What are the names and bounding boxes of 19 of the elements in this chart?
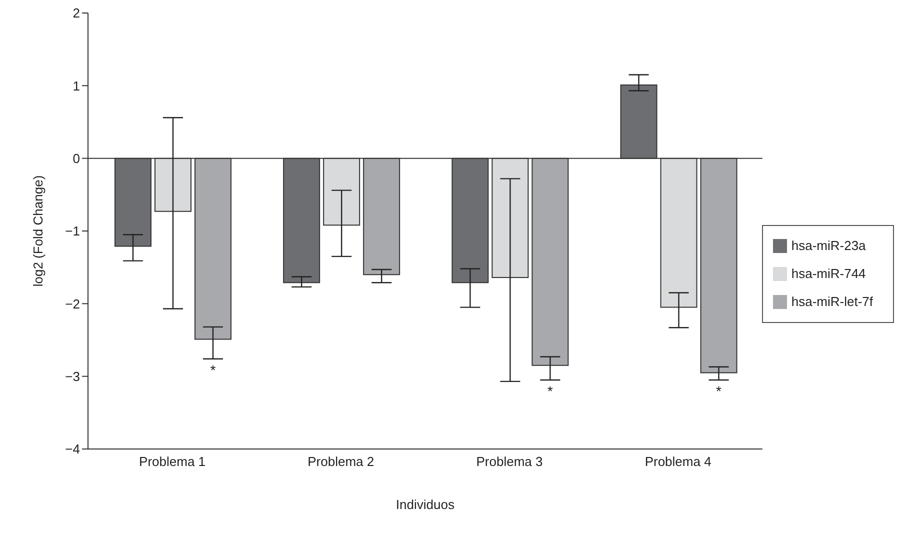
data-label: *	[716, 382, 722, 399]
data-label: *	[210, 362, 216, 378]
y-tick-label: 2	[72, 6, 80, 21]
legend-label: hsa-miR-23a	[791, 238, 866, 252]
y-tick-label: 1	[72, 78, 80, 94]
y-tick-label: −4	[65, 442, 80, 457]
x-axis-title: Individuos	[396, 497, 455, 512]
x-tick-label: Problema 4	[644, 454, 712, 470]
y-tick-label: −3	[65, 368, 80, 384]
y-axis-title: log2 (Fold Change)	[30, 175, 46, 287]
legend-label: hsa-miR-let-7f	[791, 294, 873, 308]
y-tick-label: −1	[65, 224, 80, 239]
y-tick-label: −2	[65, 296, 80, 312]
legend-label: hsa-miR-744	[791, 266, 866, 280]
x-tick-label: Problema 1	[139, 454, 206, 470]
x-tick-label: Problema 3	[476, 454, 543, 470]
x-tick-label: Problema 2	[308, 454, 374, 470]
data-label: *	[547, 382, 554, 399]
y-tick-label: 0	[72, 150, 80, 166]
